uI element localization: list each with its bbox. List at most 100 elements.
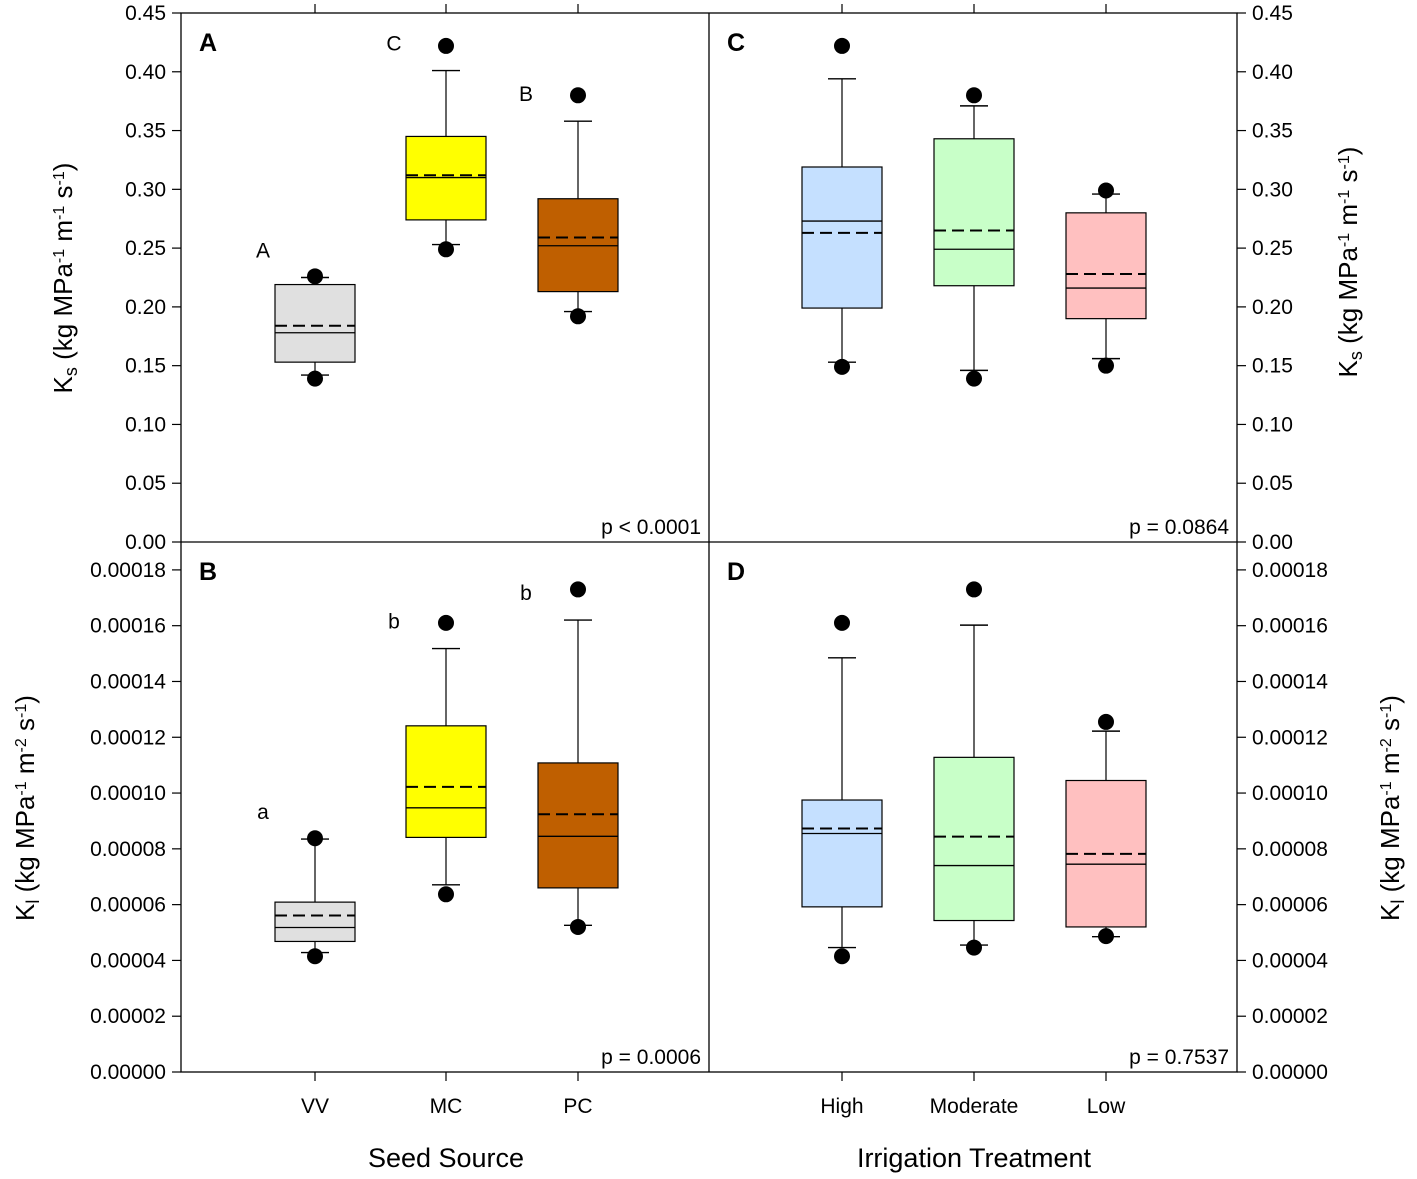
box-group-high: High: [801, 614, 883, 1118]
box: [537, 762, 619, 889]
outlier-point: [570, 581, 586, 598]
box: [274, 901, 356, 943]
y-tick-label: 0.05: [1252, 472, 1293, 495]
outlier-point: [438, 241, 454, 258]
y-tick-label: 0.00014: [1252, 670, 1328, 693]
box-group-vv: VV a: [257, 801, 356, 1118]
outlier-point: [307, 830, 323, 847]
y-tick-label: 0.25: [1252, 237, 1293, 260]
y-tick-label: 0.00012: [1252, 726, 1328, 749]
outlier-point: [966, 581, 982, 598]
box-group-mc: MC b: [388, 611, 487, 1118]
significance-letter: b: [520, 582, 532, 605]
panel-D: Dp = 0.7537 0.00000 0.00002 0.00004 0.00006 0…: [727, 558, 1328, 1118]
y-axis-title-kl-left: Kl (kg MPa-1 m-2 s-1): [10, 695, 43, 921]
box-group-pc: PC b: [520, 581, 619, 1118]
y-tick-label: 0.20: [125, 296, 166, 319]
outlier-point: [966, 939, 982, 956]
box-group-moderate: [933, 4, 1015, 387]
panel-B: Bp = 0.0006 0.00000 0.00002 0.00004 0.00006 0…: [90, 558, 701, 1118]
y-tick-label: 0.15: [1252, 355, 1293, 378]
y-tick-label: 0.10: [125, 413, 166, 436]
outlier-point: [570, 308, 586, 325]
y-tick-label: 0.00: [1252, 531, 1293, 554]
box-group-moderate: Moderate: [930, 581, 1018, 1118]
category-label: Low: [1087, 1095, 1126, 1118]
significance-letter: a: [257, 801, 269, 824]
box: [801, 166, 883, 309]
p-value-label: p = 0.0864: [1129, 516, 1229, 539]
y-tick-label: 0.00000: [90, 1061, 166, 1084]
p-value-label: p < 0.0001: [601, 516, 701, 539]
outlier-point: [307, 948, 323, 965]
y-tick-label: 0.45: [1252, 2, 1293, 25]
y-tick-label: 0.00014: [90, 670, 166, 693]
y-tick-label: 0.10: [1252, 413, 1293, 436]
y-tick-label: 0.20: [1252, 296, 1293, 319]
outlier-point: [966, 87, 982, 104]
outlier-point: [307, 370, 323, 387]
y-tick-label: 0.00010: [1252, 782, 1328, 805]
category-label: High: [820, 1095, 863, 1118]
y-axis-title-kl-right: Kl (kg MPa-1 m-2 s-1): [1375, 695, 1408, 921]
y-tick-label: 0.00006: [90, 894, 166, 917]
y-tick-label: 0.15: [125, 355, 166, 378]
y-axis-title-ks-left: Ks (kg MPa-1 m-1 s-1): [48, 163, 81, 394]
y-tick-label: 0.00002: [1252, 1005, 1328, 1028]
y-tick-label: 0.00008: [90, 838, 166, 861]
box: [274, 283, 356, 363]
outlier-point: [438, 37, 454, 54]
panel-C: Cp = 0.0864 0.00 0.05 0.10 0.15 0.20 0.25 0.30 0…: [727, 2, 1293, 554]
y-tick-label: 0.30: [125, 178, 166, 201]
y-tick-label: 0.00008: [1252, 838, 1328, 861]
panel-letter: A: [199, 29, 217, 57]
box: [933, 138, 1015, 287]
significance-letter: A: [256, 240, 270, 263]
outlier-point: [570, 918, 586, 935]
box: [801, 799, 883, 908]
panel-letter: B: [199, 558, 217, 586]
outlier-point: [834, 614, 850, 631]
outlier-point: [438, 614, 454, 631]
y-axis-title-ks-right: Ks (kg MPa-1 m-1 s-1): [1333, 147, 1366, 378]
y-tick-label: 0.00018: [90, 559, 166, 582]
panel-A: Ap < 0.0001 0.00 0.05 0.10 0.15 0.20 0.25 0.30 0…: [125, 2, 701, 554]
outlier-point: [966, 370, 982, 387]
outlier-point: [438, 886, 454, 903]
y-tick-label: 0.00018: [1252, 559, 1328, 582]
box: [405, 725, 487, 839]
y-tick-label: 0.35: [1252, 120, 1293, 143]
y-tick-label: 0.40: [125, 61, 166, 84]
y-tick-label: 0.25: [125, 237, 166, 260]
significance-letter: b: [388, 611, 400, 634]
y-tick-label: 0.00010: [90, 782, 166, 805]
box: [1065, 212, 1147, 320]
outlier-point: [307, 268, 323, 285]
x-axis-title-seed-source: Seed Source: [368, 1143, 524, 1173]
box-group-low: [1065, 4, 1147, 374]
y-tick-label: 0.40: [1252, 61, 1293, 84]
y-tick-label: 0.35: [125, 120, 166, 143]
y-tick-label: 0.00002: [90, 1005, 166, 1028]
y-tick-label: 0.00012: [90, 726, 166, 749]
box-group-vv: A: [256, 4, 356, 387]
y-tick-label: 0.00: [125, 531, 166, 554]
outlier-point: [570, 87, 586, 104]
y-tick-label: 0.45: [125, 2, 166, 25]
p-value-label: p = 0.7537: [1129, 1046, 1229, 1069]
category-label: PC: [563, 1095, 592, 1118]
y-tick-label: 0.00006: [1252, 894, 1328, 917]
outlier-point: [834, 948, 850, 965]
y-tick-label: 0.00004: [1252, 949, 1328, 972]
panels-layer: Ap < 0.0001 0.00 0.05 0.10 0.15 0.20 0.25 0.30 0…: [90, 2, 1328, 1118]
outlier-point: [834, 358, 850, 375]
y-tick-label: 0.30: [1252, 178, 1293, 201]
outlier-point: [1098, 713, 1114, 730]
panel-letter: D: [727, 558, 745, 586]
panel-letter: C: [727, 29, 745, 57]
y-tick-label: 0.00004: [90, 949, 166, 972]
p-value-label: p = 0.0006: [601, 1046, 701, 1069]
y-tick-label: 0.00000: [1252, 1061, 1328, 1084]
category-label: VV: [301, 1095, 329, 1118]
